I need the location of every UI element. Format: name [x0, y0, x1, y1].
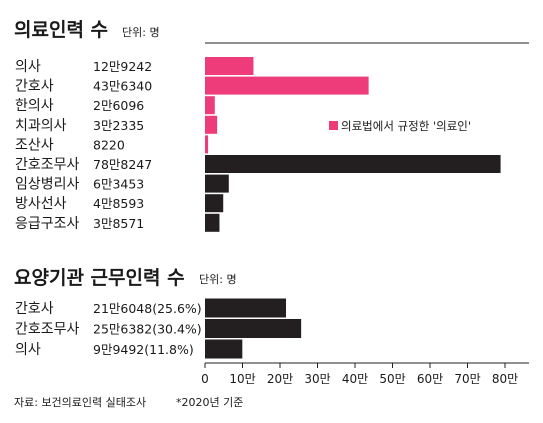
- bar: [205, 96, 215, 115]
- x-axis: 0 10만 20만 30만 40만 50만 60만 70만 80만: [201, 362, 529, 386]
- chart2-rows: 간호사 21만6048(25.6%) 간호조무사 25만6382(30.4%) 의사 9만…: [15, 298, 302, 359]
- value-label: 2만6096: [93, 98, 144, 113]
- x-tick-label: 40만: [342, 372, 368, 386]
- bar: [205, 135, 209, 154]
- bar: [205, 174, 229, 193]
- value-label: 43만6340: [93, 79, 152, 94]
- chart2-title: 요양기관 근무인력 수: [14, 267, 185, 289]
- category-label: 의사: [15, 59, 41, 75]
- value-label: 3만8571: [93, 216, 144, 231]
- bar: [205, 339, 243, 359]
- category-label: 조산사: [15, 137, 54, 153]
- chart1-rows: 의사 12만9242 간호사 43만6340 한의사 2만6096 치과의사 3만2335 조산…: [15, 57, 501, 232]
- x-tick-label: 20만: [267, 372, 293, 386]
- bar: [205, 76, 369, 95]
- chart2-unit: 단위: 명: [199, 273, 237, 286]
- x-tick-label: 30만: [304, 372, 330, 386]
- x-tick-label: 50만: [379, 372, 405, 386]
- category-label: 의사: [15, 342, 41, 358]
- category-label: 간호사: [15, 79, 54, 95]
- value-label: 25만6382(30.4%): [93, 322, 202, 337]
- chart1-title: 의료인력 수: [14, 19, 108, 41]
- category-label: 간호조무사: [15, 157, 80, 173]
- value-label: 12만9242: [93, 59, 152, 74]
- legend-label: 의료법에서 규정한 '의료인': [341, 119, 471, 133]
- category-label: 응급구조사: [15, 216, 80, 232]
- value-label: 6만3453: [93, 177, 144, 192]
- value-label: 9만9492(11.8%): [93, 342, 194, 357]
- source-text: 자료: 보건의료인력 실태조사: [14, 396, 146, 409]
- x-tick-label: 60만: [417, 372, 443, 386]
- category-label: 간호사: [15, 301, 54, 317]
- x-tick-label: 0: [201, 372, 209, 386]
- bar: [205, 57, 254, 75]
- category-label: 치과의사: [15, 118, 67, 134]
- category-label: 한의사: [15, 98, 54, 114]
- bar: [205, 194, 224, 213]
- category-label: 임상병리사: [15, 177, 80, 193]
- bar: [205, 319, 302, 338]
- category-label: 간호조무사: [15, 322, 80, 338]
- value-label: 3만2335: [93, 118, 144, 133]
- bar: [205, 298, 287, 318]
- bar: [205, 213, 220, 232]
- chart1-unit: 단위: 명: [122, 26, 160, 39]
- bar: [205, 155, 501, 173]
- value-label: 21만6048(25.6%): [93, 301, 202, 316]
- bar: [205, 115, 218, 134]
- x-tick-label: 70만: [454, 372, 480, 386]
- x-tick-label: 80만: [492, 372, 518, 386]
- legend-swatch: [329, 121, 338, 130]
- value-label: 78만8247: [93, 157, 152, 172]
- value-label: 4만8593: [93, 196, 144, 211]
- x-tick-label: 10만: [229, 372, 255, 386]
- value-label: 8220: [93, 137, 125, 152]
- note-text: *2020년 기준: [176, 396, 243, 409]
- category-label: 방사선사: [15, 196, 67, 212]
